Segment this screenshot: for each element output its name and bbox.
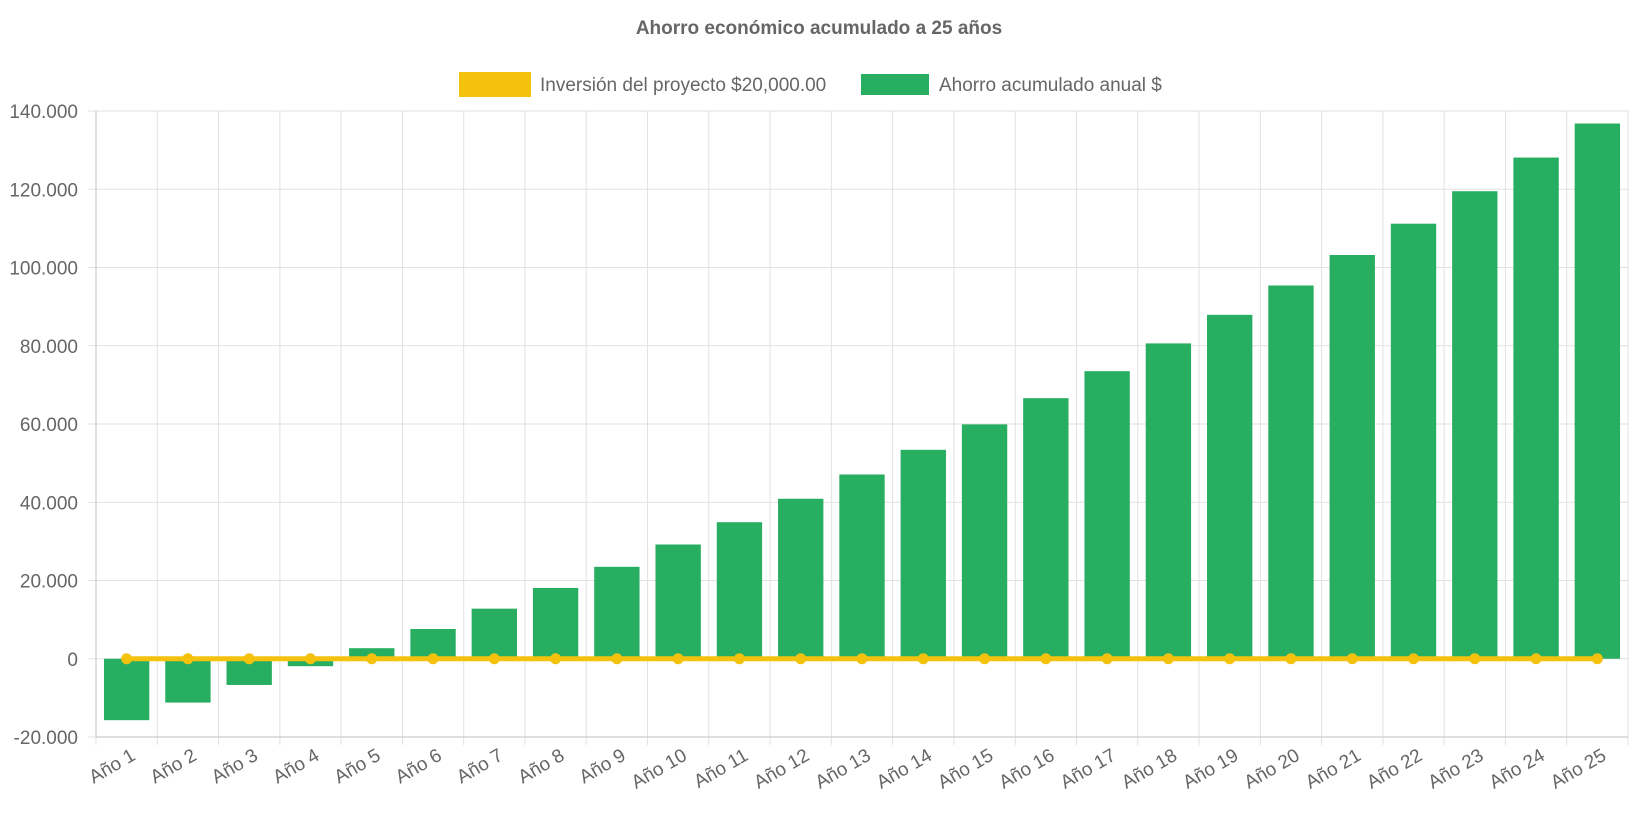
x-tick-label: Año 14	[873, 745, 936, 794]
bar-ahorro-18[interactable]	[1145, 343, 1192, 659]
y-tick-label: 140.000	[9, 102, 78, 123]
x-tick-label: Año 24	[1486, 745, 1549, 794]
bar-ahorro-13[interactable]	[839, 474, 885, 659]
bar-ahorro-24[interactable]	[1513, 157, 1559, 659]
x-tick-label: Año 23	[1425, 745, 1488, 793]
investment-point-7[interactable]	[488, 653, 500, 665]
legend-swatch-savings	[861, 74, 929, 95]
x-tick-label: Año 19	[1180, 745, 1243, 793]
bar-ahorro-19[interactable]	[1207, 314, 1253, 659]
y-tick-label: 20.000	[20, 572, 78, 593]
x-tick-label: Año 6	[392, 745, 446, 788]
bar-ahorro-25[interactable]	[1574, 123, 1621, 659]
investment-point-19[interactable]	[1224, 653, 1236, 665]
y-tick-label: 100.000	[9, 259, 78, 280]
investment-point-20[interactable]	[1285, 653, 1297, 665]
bar-ahorro-23[interactable]	[1452, 191, 1498, 659]
x-axis: Año 1 Año 2 Año 3 Año 4 Año 5 Año 6 Año 7 Año 8…	[86, 736, 1628, 794]
bar-ahorro-8[interactable]	[532, 587, 579, 659]
y-tick-label: 40.000	[20, 493, 78, 514]
x-tick-label: Año 21	[1302, 745, 1365, 793]
chart-title: Ahorro económico acumulado a 25 años	[636, 18, 1002, 39]
x-tick-label: Año 11	[691, 745, 752, 793]
x-tick-label: Año 10	[628, 745, 691, 793]
investment-point-5[interactable]	[366, 653, 378, 665]
bar-ahorro-9[interactable]	[594, 566, 640, 659]
x-tick-label: Año 20	[1241, 745, 1304, 793]
investment-point-15[interactable]	[979, 653, 991, 665]
y-tick-label: 0	[67, 650, 78, 671]
x-tick-label: Año 18	[1118, 745, 1181, 793]
legend-item-savings[interactable]: Ahorro acumulado anual $	[861, 74, 1162, 96]
x-tick-label: Año 15	[934, 745, 997, 793]
bar-ahorro-22[interactable]	[1390, 223, 1437, 659]
x-tick-label: Año 1	[86, 745, 140, 788]
bar-ahorro-7[interactable]	[471, 608, 517, 659]
investment-point-4[interactable]	[304, 653, 316, 665]
bar-ahorro-16[interactable]	[1023, 398, 1069, 659]
y-axis: 140.000 120.000 100.000 80.000 60.000 40.000 2…	[9, 102, 97, 749]
bars	[103, 123, 1621, 721]
x-tick-label: Año 13	[812, 745, 875, 793]
investment-point-17[interactable]	[1101, 653, 1113, 665]
legend-label-savings: Ahorro acumulado anual $	[939, 75, 1162, 96]
investment-point-2[interactable]	[182, 653, 194, 665]
investment-point-6[interactable]	[427, 653, 439, 665]
x-tick-label: Año 7	[453, 745, 507, 788]
y-tick-label: -20.000	[14, 728, 78, 749]
y-tick-label: 80.000	[20, 337, 78, 358]
legend: Inversión del proyecto $20,000.00 Ahorro…	[459, 72, 1162, 97]
investment-point-18[interactable]	[1162, 653, 1174, 665]
investment-point-1[interactable]	[121, 653, 133, 665]
x-tick-label: Año 25	[1547, 745, 1610, 793]
x-tick-label: Año 2	[147, 745, 201, 788]
investment-point-9[interactable]	[611, 653, 623, 665]
legend-label-investment: Inversión del proyecto $20,000.00	[540, 75, 826, 96]
bar-ahorro-15[interactable]	[961, 424, 1008, 659]
legend-swatch-investment	[459, 72, 531, 97]
investment-point-22[interactable]	[1408, 653, 1420, 665]
investment-point-11[interactable]	[733, 653, 745, 665]
bar-ahorro-20[interactable]	[1268, 285, 1314, 659]
investment-line-series	[121, 653, 1603, 665]
y-tick-label: 120.000	[9, 180, 78, 201]
x-tick-label: Año 4	[269, 745, 323, 788]
x-tick-label: Año 5	[331, 745, 385, 788]
x-tick-label: Año 12	[751, 745, 814, 793]
investment-point-13[interactable]	[856, 653, 868, 665]
bar-ahorro-14[interactable]	[900, 449, 946, 659]
bar-ahorro-2[interactable]	[165, 658, 211, 703]
x-tick-label: Año 17	[1057, 745, 1120, 793]
x-tick-label: Año 22	[1363, 745, 1426, 793]
investment-point-14[interactable]	[917, 653, 929, 665]
x-tick-label: Año 3	[208, 745, 262, 788]
bar-ahorro-10[interactable]	[655, 544, 701, 659]
legend-item-investment[interactable]: Inversión del proyecto $20,000.00	[459, 72, 826, 97]
investment-point-10[interactable]	[672, 653, 684, 665]
x-tick-label: Año 16	[996, 745, 1059, 793]
bar-ahorro-1[interactable]	[103, 658, 150, 721]
y-tick-label: 60.000	[20, 415, 78, 436]
investment-point-3[interactable]	[243, 653, 255, 665]
bar-ahorro-12[interactable]	[778, 498, 824, 659]
investment-point-24[interactable]	[1530, 653, 1542, 665]
investment-point-8[interactable]	[550, 653, 562, 665]
bar-ahorro-11[interactable]	[716, 522, 763, 659]
bar-ahorro-17[interactable]	[1084, 371, 1130, 659]
investment-point-16[interactable]	[1040, 653, 1052, 665]
bar-ahorro-21[interactable]	[1329, 254, 1375, 659]
investment-point-12[interactable]	[795, 653, 807, 665]
grid	[88, 110, 1629, 745]
investment-point-23[interactable]	[1469, 653, 1481, 665]
investment-point-21[interactable]	[1346, 653, 1358, 665]
x-tick-label: Año 9	[576, 745, 630, 788]
investment-point-25[interactable]	[1591, 653, 1603, 665]
x-tick-label: Año 8	[515, 745, 569, 788]
